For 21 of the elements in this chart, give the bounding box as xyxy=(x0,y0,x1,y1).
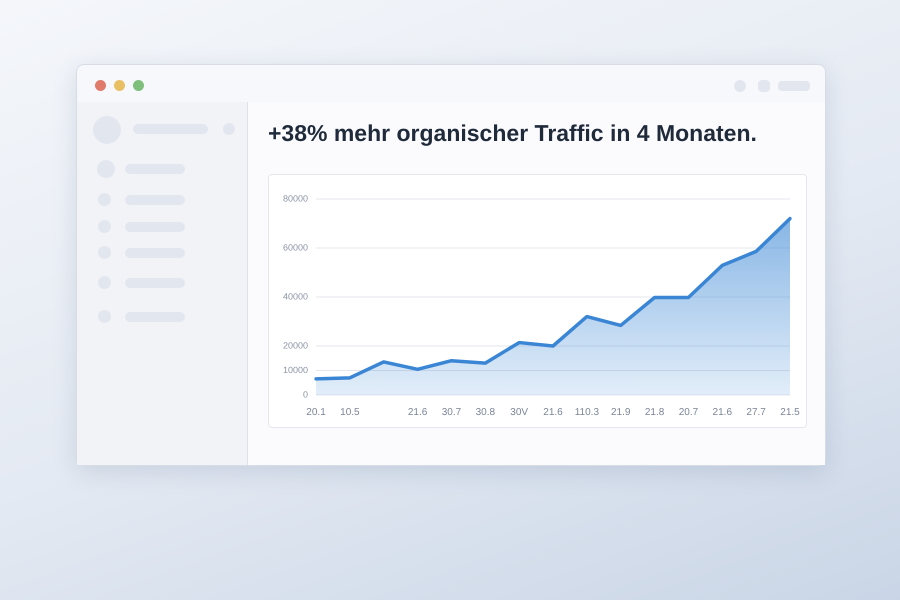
chart-title: +38% mehr organischer Traffic in 4 Monaten. xyxy=(268,120,757,147)
x-tick-label: 21.6 xyxy=(543,406,564,418)
x-tick-label: 21.6 xyxy=(408,406,428,418)
x-tick-label: 20.7 xyxy=(678,406,699,418)
x-tick-label: 30V xyxy=(510,406,528,418)
y-tick-label: 20000 xyxy=(282,340,308,350)
y-tick-label: 60000 xyxy=(282,242,308,252)
x-tick-label: 30.8 xyxy=(476,406,496,418)
x-tick-label: 21.6 xyxy=(712,406,732,418)
x-tick-label: 20.1 xyxy=(306,406,326,418)
y-tick-label: 80000 xyxy=(282,193,308,204)
y-tick-label: 0 xyxy=(303,389,308,400)
x-tick-label: 110.3 xyxy=(574,406,600,418)
x-tick-label: 21.9 xyxy=(610,406,631,418)
y-tick-label: 10000 xyxy=(282,364,308,375)
x-tick-label: 27.7 xyxy=(746,406,766,418)
x-tick-label: 21.8 xyxy=(644,406,665,418)
x-tick-label: 21.5 xyxy=(780,406,800,418)
x-tick-label: 10.5 xyxy=(340,406,360,418)
x-tick-label: 30.7 xyxy=(442,406,462,418)
y-tick-label: 40000 xyxy=(282,291,308,302)
